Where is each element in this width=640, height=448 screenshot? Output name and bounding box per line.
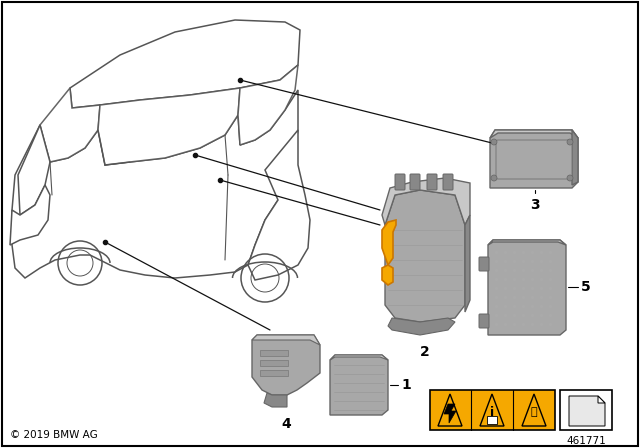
Bar xyxy=(430,390,555,430)
FancyBboxPatch shape xyxy=(479,314,489,328)
Polygon shape xyxy=(488,240,566,245)
Polygon shape xyxy=(385,190,465,322)
Bar xyxy=(260,370,288,376)
Text: © 2019 BMW AG: © 2019 BMW AG xyxy=(10,430,98,440)
Polygon shape xyxy=(10,185,50,245)
FancyBboxPatch shape xyxy=(443,174,453,190)
Polygon shape xyxy=(252,335,320,345)
Polygon shape xyxy=(572,130,578,185)
Polygon shape xyxy=(248,130,310,280)
FancyBboxPatch shape xyxy=(479,257,489,271)
Text: 461771: 461771 xyxy=(566,436,606,446)
Polygon shape xyxy=(465,215,470,312)
Bar xyxy=(260,350,288,356)
Circle shape xyxy=(567,139,573,145)
Polygon shape xyxy=(522,394,546,426)
Polygon shape xyxy=(490,130,578,188)
Polygon shape xyxy=(330,355,388,360)
Text: i: i xyxy=(490,405,494,418)
Polygon shape xyxy=(438,394,462,426)
Polygon shape xyxy=(388,318,455,335)
Text: 5: 5 xyxy=(581,280,591,294)
Polygon shape xyxy=(330,355,388,415)
Polygon shape xyxy=(98,88,240,165)
Polygon shape xyxy=(444,404,456,423)
Polygon shape xyxy=(382,220,396,265)
Polygon shape xyxy=(40,88,100,162)
Bar xyxy=(260,360,288,366)
Polygon shape xyxy=(598,396,605,403)
FancyBboxPatch shape xyxy=(427,174,437,190)
FancyBboxPatch shape xyxy=(395,174,405,190)
Text: 1: 1 xyxy=(401,378,411,392)
Circle shape xyxy=(491,139,497,145)
Polygon shape xyxy=(252,335,320,395)
Circle shape xyxy=(567,175,573,181)
Polygon shape xyxy=(569,396,605,426)
Polygon shape xyxy=(238,65,298,145)
Bar xyxy=(560,390,612,430)
Polygon shape xyxy=(490,130,578,138)
Polygon shape xyxy=(12,90,298,278)
Polygon shape xyxy=(382,265,393,285)
Bar xyxy=(487,416,497,424)
Polygon shape xyxy=(18,125,50,215)
Circle shape xyxy=(491,175,497,181)
Polygon shape xyxy=(480,394,504,426)
Text: 3: 3 xyxy=(530,198,540,212)
FancyBboxPatch shape xyxy=(410,174,420,190)
Polygon shape xyxy=(488,240,566,335)
Text: ✋: ✋ xyxy=(531,407,538,417)
Polygon shape xyxy=(382,178,470,225)
FancyBboxPatch shape xyxy=(496,140,572,179)
Polygon shape xyxy=(70,20,300,108)
Text: 4: 4 xyxy=(281,417,291,431)
Polygon shape xyxy=(264,393,287,407)
Text: 2: 2 xyxy=(420,345,430,359)
